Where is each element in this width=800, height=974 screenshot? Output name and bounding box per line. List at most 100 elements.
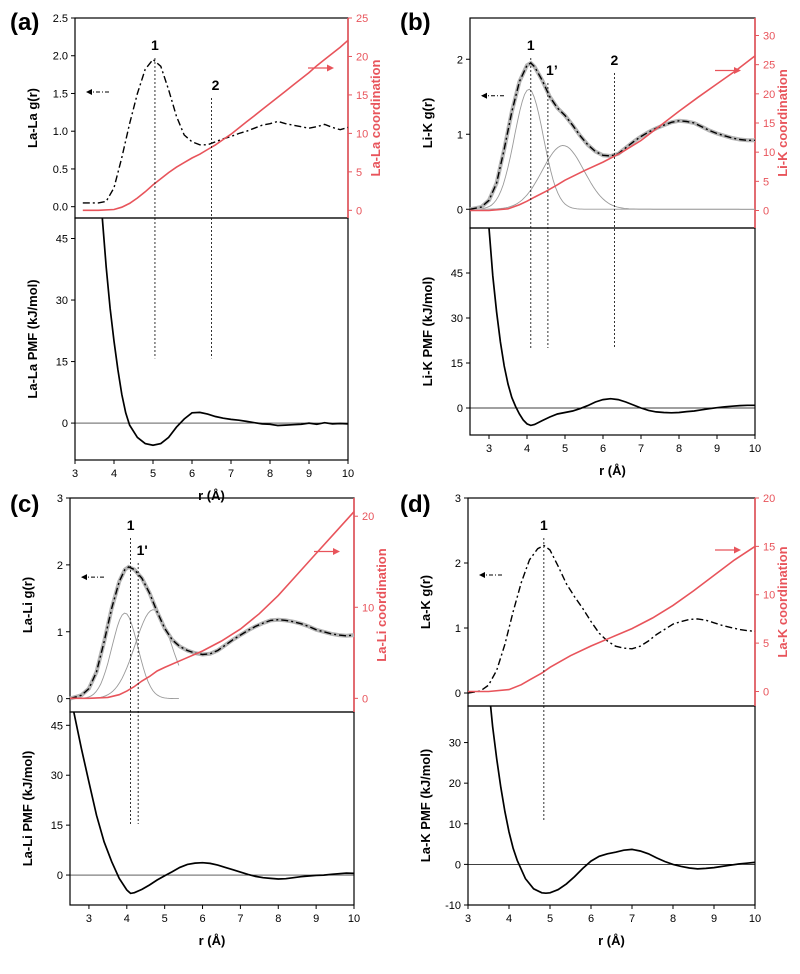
x-tick-label: 9 — [306, 468, 312, 480]
coordination-y-tick-label: 10 — [362, 602, 374, 614]
x-tick-label: 7 — [228, 468, 234, 480]
x-tick-label: 5 — [562, 443, 568, 455]
arrow-head-icon — [333, 548, 340, 555]
x-tick-label: 4 — [524, 443, 530, 455]
gr-curve — [467, 544, 756, 694]
x-axis-label: r (Å) — [599, 463, 626, 478]
x-tick-label: 10 — [749, 443, 761, 455]
x-axis-label: r (Å) — [198, 488, 225, 503]
coordination-y-tick-label: 10 — [763, 590, 775, 602]
coordination-curve — [470, 55, 756, 212]
panel-label: (b) — [400, 9, 431, 36]
coordination-y-axis-label: La-Li coordination — [374, 548, 389, 661]
coordination-y-axis-label: La-La coordination — [368, 59, 383, 176]
gr-y-tick-label: 1.5 — [53, 88, 68, 100]
gr-curve — [69, 566, 355, 700]
x-tick-label: 10 — [342, 468, 354, 480]
x-tick-label: 8 — [267, 468, 273, 480]
coordination-y-tick-label: 5 — [763, 176, 769, 188]
arrow-head-icon — [81, 574, 87, 581]
pmf-y-tick-label: 45 — [51, 720, 63, 732]
peak-label: 1 — [127, 517, 135, 533]
pmf-y-tick-label: 15 — [56, 357, 68, 369]
coordination-y-tick-label: 15 — [763, 541, 775, 553]
pmf-y-tick-label: 15 — [51, 820, 63, 832]
gaussian-fit-curve — [470, 145, 755, 210]
pmf-y-tick-label: 0 — [57, 870, 63, 882]
coordination-y-tick-label: 25 — [763, 60, 775, 72]
arrow-head-icon — [481, 92, 487, 99]
x-tick-label: 7 — [237, 913, 243, 925]
x-tick-label: 6 — [189, 468, 195, 480]
gr-y-axis-label: La-K g(r) — [418, 575, 433, 629]
gr-y-tick-label: 2.5 — [53, 13, 68, 25]
panel-label: (a) — [10, 9, 39, 36]
pmf-y-tick-label: 0 — [62, 418, 68, 430]
coordination-curve — [468, 545, 756, 693]
coordination-y-axis-label: Li-K coordination — [775, 69, 790, 177]
x-tick-label: 9 — [711, 913, 717, 925]
coordination-curve — [70, 511, 355, 700]
pmf-y-tick-label: 30 — [451, 313, 463, 325]
x-tick-label: 5 — [150, 468, 156, 480]
x-tick-label: 3 — [486, 443, 492, 455]
x-axis-label: r (Å) — [598, 933, 625, 948]
arrow-head-icon — [327, 64, 334, 72]
pmf-curve — [101, 217, 349, 447]
coordination-y-tick-label: 0 — [763, 686, 769, 698]
gr-y-tick-label: 0.0 — [53, 202, 68, 214]
gr-y-axis-label: La-La g(r) — [25, 88, 40, 148]
pmf-curve — [488, 227, 755, 427]
peak-label: 1 — [540, 517, 548, 533]
gr-plot-frame — [467, 497, 756, 707]
coordination-y-tick-label: 0 — [763, 206, 769, 218]
arrow-head-icon — [86, 89, 92, 95]
gr-y-tick-label: 1 — [57, 627, 63, 639]
x-tick-label: 8 — [275, 913, 281, 925]
gr-y-tick-label: 1 — [455, 623, 461, 635]
pmf-y-tick-label: 0 — [457, 403, 463, 415]
coordination-y-tick-label: 20 — [362, 511, 374, 523]
pmf-plot-frame — [467, 705, 756, 906]
gaussian-fit-curve — [70, 612, 179, 700]
coordination-y-axis-label: La-K coordination — [775, 546, 790, 657]
gr-plot-frame — [469, 17, 756, 229]
coordination-y-tick-label: 20 — [763, 89, 775, 101]
peak-label: 2 — [212, 77, 220, 93]
x-tick-label: 6 — [600, 443, 606, 455]
coordination-y-tick-label: 10 — [356, 128, 368, 140]
gr-y-tick-label: 2.0 — [53, 51, 68, 63]
gr-y-tick-label: 3 — [455, 493, 461, 505]
gr-y-tick-label: 1 — [457, 129, 463, 141]
x-tick-label: 6 — [588, 913, 594, 925]
coordination-y-tick-label: 0 — [362, 693, 368, 705]
coordination-y-tick-label: 25 — [356, 13, 368, 25]
x-tick-label: 3 — [72, 468, 78, 480]
x-tick-label: 8 — [676, 443, 682, 455]
pmf-y-axis-label: La-Li PMF (kJ/mol) — [20, 751, 35, 867]
panel-label: (d) — [400, 491, 431, 518]
gr-y-tick-label: 0.5 — [53, 164, 68, 176]
x-tick-label: 10 — [348, 913, 360, 925]
peak-label: 2 — [611, 52, 619, 68]
coordination-curve — [82, 39, 349, 212]
x-tick-label: 7 — [638, 443, 644, 455]
arrow-head-icon — [479, 571, 485, 578]
peak-label: 1' — [137, 542, 148, 558]
gr-fit-envelope — [69, 564, 355, 701]
pmf-y-tick-label: -10 — [445, 900, 461, 912]
x-tick-label: 7 — [629, 913, 635, 925]
gr-y-tick-label: 2 — [455, 558, 461, 570]
coordination-y-tick-label: 10 — [763, 147, 775, 159]
arrow-head-icon — [734, 67, 741, 74]
gr-y-tick-label: 3 — [57, 493, 63, 505]
gr-y-tick-label: 0 — [57, 694, 63, 706]
coordination-y-tick-label: 15 — [356, 90, 368, 102]
pmf-plot-frame — [69, 711, 355, 906]
coordination-y-tick-label: 0 — [356, 205, 362, 217]
pmf-y-axis-label: Li-K PMF (kJ/mol) — [420, 277, 435, 387]
x-tick-label: 6 — [199, 913, 205, 925]
coordination-y-tick-label: 30 — [763, 31, 775, 43]
pmf-y-tick-label: 45 — [56, 234, 68, 246]
coordination-y-tick-label: 5 — [356, 167, 362, 179]
